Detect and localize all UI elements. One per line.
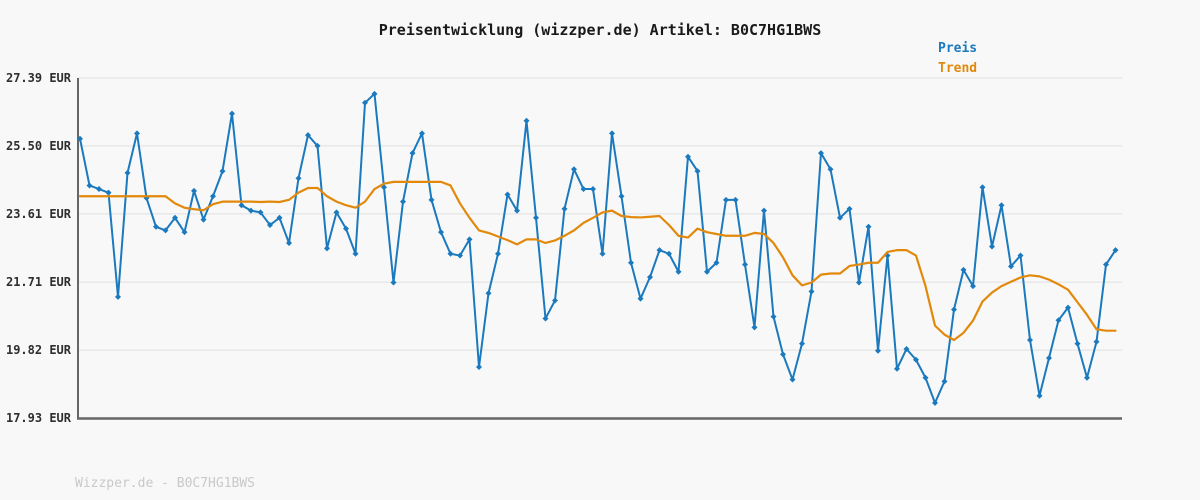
y-axis-tick-label: 23.61 EUR (5, 206, 71, 221)
legend-item-trend: Trend (938, 61, 978, 76)
preis-line (79, 92, 1117, 404)
preis-markers (77, 90, 1119, 406)
y-axis-tick-label: 21.71 EUR (5, 275, 71, 290)
y-axis-tick-label: 27.39 EUR (5, 71, 71, 85)
y-axis-tick-label: 19.82 EUR (5, 343, 71, 358)
legend-item-preis: Preis (938, 41, 978, 56)
chart-title: Preisentwicklung (wizzper.de) Artikel: B… (378, 21, 822, 39)
legend: Preis Trend (938, 39, 977, 79)
y-axis-tick-label: 25.50 EUR (5, 138, 71, 153)
trend-line (78, 180, 1117, 342)
watermark-label: Wizzper.de - B0C7HG1BWS (75, 476, 256, 491)
y-axis-tick-label: 17.93 EUR (5, 411, 71, 425)
